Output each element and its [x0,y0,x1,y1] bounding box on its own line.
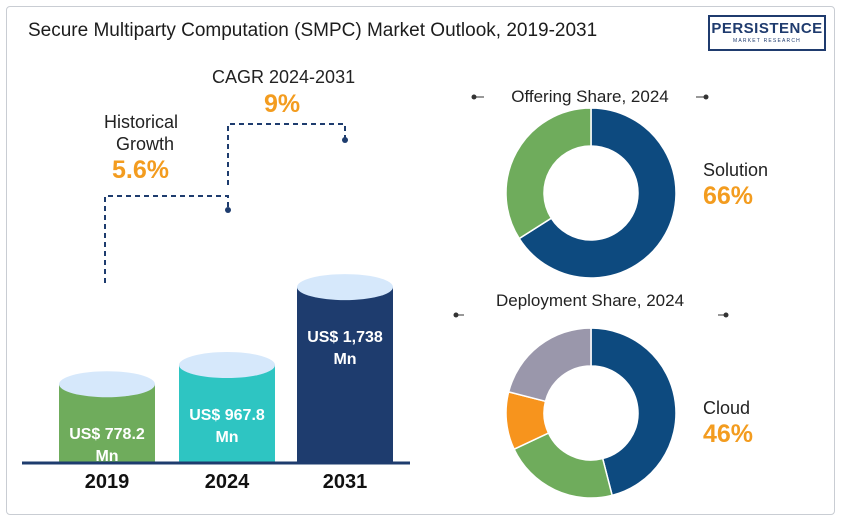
logo-word: PERSISTENCE [711,20,823,37]
offering-slices-slice-1 [505,107,592,240]
historical-growth-label-line2: Growth [116,134,175,154]
chart-title: Secure Multiparty Computation (SMPC) Mar… [28,20,598,41]
offering-donut [505,107,677,279]
bar-2019 [59,384,155,463]
deployment-slices-slice-3 [507,327,592,403]
historical-growth-label-line1: Historical [104,112,179,132]
offering-title: Offering Share, 2024 [511,87,669,106]
bar-value-label-2031: US$ 1,738 [307,329,383,346]
bar-cap-2031 [297,274,393,301]
cloud-value: 46% [703,420,754,448]
historical-connector [104,195,229,283]
deployment-donut [505,327,677,499]
x-tick-2019: 2019 [85,471,130,493]
deployment-title-dot-right [723,312,729,318]
bar-2024 [179,365,275,463]
offering-title-dot-right [703,94,709,100]
deployment-slices-slice-0 [590,327,677,497]
offering-title-bg [484,86,696,108]
bar-value-label-2019: US$ 778.2 [69,426,145,443]
bar-value-label-2024: Mn [215,429,238,446]
historical-growth-value: 5.6% [112,156,169,184]
solution-label: Solution [703,160,769,180]
cagr-value: 9% [264,90,301,118]
bar-2031 [297,287,393,463]
cagr-label: CAGR 2024-2031 [212,67,356,87]
cagr-connector-dot [342,137,348,143]
historical-connector-dot [225,207,231,213]
solution-value: 66% [703,182,754,210]
deployment-title-bg [464,303,718,325]
bars-group: US$ 778.2 Mn 2019 US$ 967.8 Mn 2024 US$ 1,738 M… [59,274,393,493]
persistence-logo: PERSISTENCE MARKET RESEARCH [708,15,826,51]
offering-title-dot-left [471,94,477,100]
logo-subtitle: MARKET RESEARCH [733,38,801,44]
bar-cap-2019 [59,371,155,398]
bar-cap-2024 [179,352,275,379]
x-tick-2031: 2031 [323,471,368,493]
offering-slices-slice-0 [518,107,677,279]
cagr-connector [227,123,346,185]
bar-value-label-2019: Mn [95,448,118,465]
cloud-label: Cloud [703,398,751,418]
deployment-title-dot-left [453,312,459,318]
deployment-title: Deployment Share, 2024 [496,291,684,310]
bar-value-label-2024: US$ 967.8 [189,407,265,424]
x-tick-2024: 2024 [205,471,250,493]
bar-value-label-2031: Mn [333,351,356,368]
